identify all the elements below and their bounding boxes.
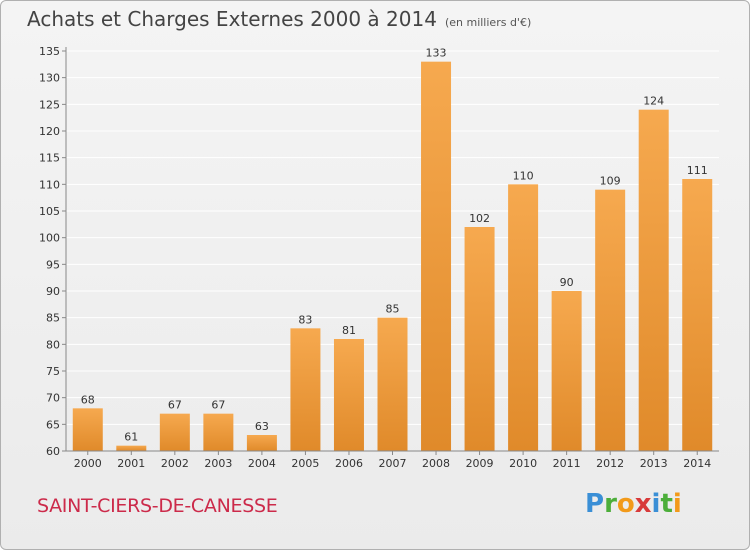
y-tick-label: 110 [39, 178, 60, 191]
bar-2005 [290, 328, 321, 451]
x-tick-label-2007: 2007 [379, 457, 407, 470]
commune-name: SAINT-CIERS-DE-CANESSE [37, 495, 278, 517]
value-label-2011: 90 [560, 276, 574, 289]
value-label-2003: 67 [211, 399, 225, 412]
bar-2004 [246, 435, 277, 451]
y-tick-label: 105 [39, 205, 60, 218]
y-tick-label: 130 [39, 72, 60, 85]
y-tick-label: 70 [46, 392, 60, 405]
bar-2001 [116, 445, 147, 451]
y-tick-label: 125 [39, 98, 60, 111]
x-tick-label-2009: 2009 [466, 457, 494, 470]
logo-letter: i [672, 489, 682, 519]
value-label-2007: 85 [386, 303, 400, 316]
x-tick-label-2008: 2008 [422, 457, 450, 470]
bar-2000 [72, 408, 103, 451]
value-label-2005: 83 [298, 313, 312, 326]
logo-letter: r [604, 489, 617, 519]
value-label-2004: 63 [255, 420, 269, 433]
x-tick-label-2006: 2006 [335, 457, 363, 470]
bar-2011 [551, 291, 582, 451]
y-tick-label: 100 [39, 232, 60, 245]
x-tick-label-2002: 2002 [161, 457, 189, 470]
chart-title: Achats et Charges Externes 2000 à 2014 (e… [27, 7, 531, 31]
chart-title-text: Achats et Charges Externes 2000 à 2014 [27, 7, 437, 31]
bar-2014 [682, 179, 713, 451]
x-tick-label-2014: 2014 [683, 457, 711, 470]
x-tick-label-2010: 2010 [509, 457, 537, 470]
logo-letter: x [634, 489, 652, 519]
bar-2003 [203, 413, 234, 451]
x-tick-label-2005: 2005 [291, 457, 319, 470]
logo-letter: o [616, 489, 635, 519]
value-label-2001: 61 [124, 431, 138, 444]
y-tick-label: 60 [46, 445, 60, 458]
value-label-2008: 133 [426, 47, 447, 60]
value-label-2010: 110 [513, 169, 534, 182]
bar-2012 [595, 189, 626, 451]
bar-2009 [464, 227, 495, 451]
value-label-2000: 68 [81, 393, 95, 406]
x-tick-label-2012: 2012 [596, 457, 624, 470]
bars-layer: 68 61 67 67 63 83 81 85 133 102 110 90 109 124 111 [72, 47, 713, 452]
bar-2006 [333, 339, 364, 451]
value-label-2013: 124 [643, 95, 664, 108]
y-tick-label: 65 [46, 418, 60, 431]
bar-2002 [159, 413, 190, 451]
x-tick-label-2004: 2004 [248, 457, 276, 470]
y-tick-label: 75 [46, 365, 60, 378]
x-tick-label-2000: 2000 [74, 457, 102, 470]
bar-2007 [377, 317, 408, 451]
value-label-2002: 67 [168, 399, 182, 412]
bar-2008 [421, 61, 452, 452]
value-label-2006: 81 [342, 324, 356, 337]
value-label-2012: 109 [600, 175, 621, 188]
x-tick-label-2011: 2011 [553, 457, 581, 470]
bar-2013 [638, 109, 669, 452]
chart-subtitle: (en milliers d'€) [444, 16, 532, 29]
y-tick-label: 85 [46, 312, 60, 325]
value-label-2014: 111 [687, 164, 708, 177]
y-tick-label: 95 [46, 258, 60, 271]
proxiti-logo[interactable]: Proxiti [585, 489, 682, 519]
y-tick-label: 120 [39, 125, 60, 138]
x-tick-label-2013: 2013 [640, 457, 668, 470]
axis-layer: 60 65 70 75 80 85 90 95 100 105 110 115 120 125 130 135… [39, 45, 719, 470]
x-tick-label-2003: 2003 [204, 457, 232, 470]
logo-letter: t [660, 489, 673, 519]
bar-2010 [508, 184, 539, 452]
logo-letter: P [585, 489, 605, 519]
y-tick-label: 80 [46, 338, 60, 351]
logo-letter: i [651, 489, 661, 519]
x-tick-label-2001: 2001 [117, 457, 145, 470]
y-tick-label: 115 [39, 152, 60, 165]
y-tick-label: 135 [39, 45, 60, 58]
value-label-2009: 102 [469, 212, 490, 225]
y-tick-label: 90 [46, 285, 60, 298]
